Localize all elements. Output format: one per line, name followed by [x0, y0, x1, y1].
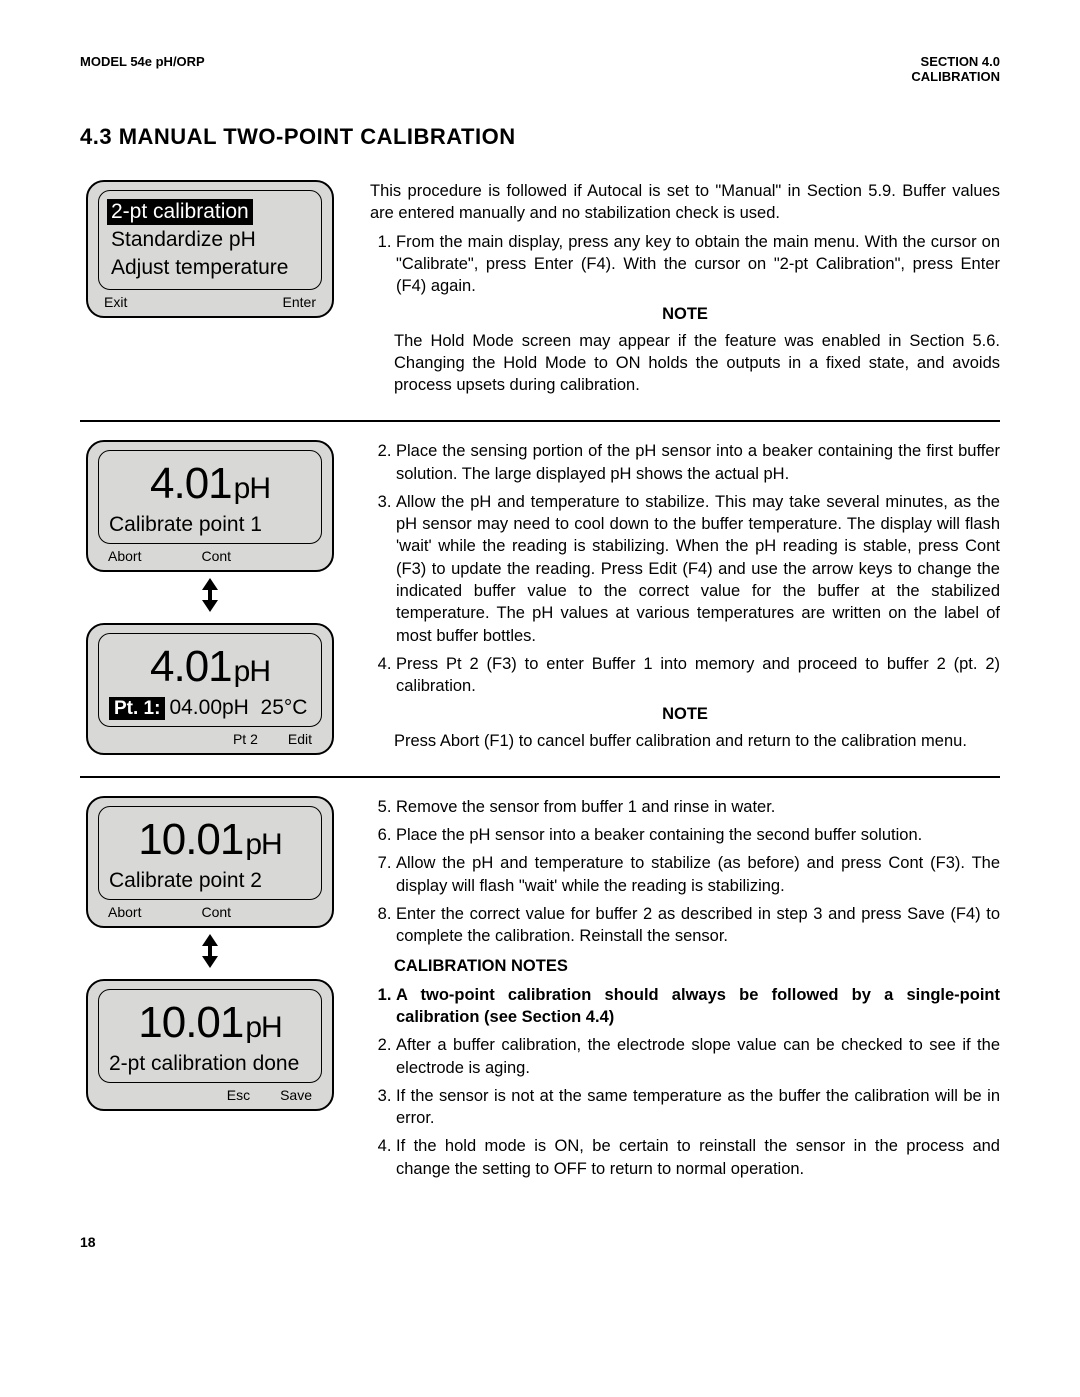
softkey-cont-2[interactable]: Cont	[201, 904, 231, 920]
screen-cal1b: 4.01pH Pt. 1:04.00pH 25°C Pt 2 Edit	[86, 623, 334, 755]
page-header: MODEL 54e pH/ORP SECTION 4.0 CALIBRATION	[80, 54, 1000, 84]
pt1-badge: Pt. 1:	[109, 697, 165, 720]
page-number: 18	[80, 1234, 1000, 1250]
screen-menu: 2-pt calibration Standardize pH Adjust t…	[86, 180, 334, 318]
step-2: Place the sensing portion of the pH sens…	[396, 440, 1000, 485]
pt1-line: Pt. 1:04.00pH 25°C	[107, 696, 313, 720]
step-5: Remove the sensor from buffer 1 and rins…	[396, 796, 1000, 818]
softkey-abort[interactable]: Abort	[108, 548, 141, 564]
updown-arrow-icon-2	[200, 934, 220, 973]
menu-item-adjust-temp[interactable]: Adjust temperature	[107, 255, 292, 281]
softkey-pt2[interactable]: Pt 2	[233, 731, 258, 747]
step-7: Allow the pH and temperature to stabiliz…	[396, 852, 1000, 897]
step-1: From the main display, press any key to …	[396, 231, 1000, 298]
header-model: MODEL 54e pH/ORP	[80, 54, 205, 84]
cal-note-4: If the hold mode is ON, be certain to re…	[396, 1135, 1000, 1180]
cal-note-3: If the sensor is not at the same tempera…	[396, 1085, 1000, 1130]
step-6: Place the pH sensor into a beaker contai…	[396, 824, 1000, 846]
softkey-edit[interactable]: Edit	[288, 731, 312, 747]
updown-arrow-icon	[200, 578, 220, 617]
softkey-esc[interactable]: Esc	[227, 1087, 250, 1103]
intro-text: This procedure is followed if Autocal is…	[370, 180, 1000, 225]
reading-cal1a: 4.01pH	[107, 459, 313, 509]
step-4: Press Pt 2 (F3) to enter Buffer 1 into m…	[396, 653, 1000, 698]
reading-cal1b: 4.01pH	[107, 642, 313, 692]
reading-cal2b: 10.01pH	[107, 998, 313, 1048]
softkey-cont[interactable]: Cont	[201, 548, 231, 564]
note-text-2: Press Abort (F1) to cancel buffer calibr…	[394, 730, 1000, 752]
block-1: 2-pt calibration Standardize pH Adjust t…	[80, 180, 1000, 422]
header-section: SECTION 4.0 CALIBRATION	[911, 54, 1000, 84]
subtitle-cal2a: Calibrate point 2	[107, 869, 313, 893]
reading-cal2a: 10.01pH	[107, 815, 313, 865]
screen-cal2b: 10.01pH 2-pt calibration done Esc Save	[86, 979, 334, 1111]
subtitle-cal1a: Calibrate point 1	[107, 513, 313, 537]
note-label-2: NOTE	[370, 703, 1000, 725]
section-title: 4.3 MANUAL TWO-POINT CALIBRATION	[80, 124, 1000, 150]
softkey-exit[interactable]: Exit	[104, 294, 127, 310]
menu-item-standardize[interactable]: Standardize pH	[107, 227, 260, 253]
softkey-save[interactable]: Save	[280, 1087, 312, 1103]
block-3: 10.01pH Calibrate point 2 Abort Cont 10.…	[80, 796, 1000, 1204]
note-text-1: The Hold Mode screen may appear if the f…	[394, 330, 1000, 397]
block-2: 4.01pH Calibrate point 1 Abort Cont 4.01…	[80, 440, 1000, 777]
cal-notes-label: CALIBRATION NOTES	[394, 955, 1000, 977]
menu-item-2pt[interactable]: 2-pt calibration	[107, 199, 253, 225]
note-label: NOTE	[370, 303, 1000, 325]
softkey-enter[interactable]: Enter	[283, 294, 316, 310]
screen-cal2a: 10.01pH Calibrate point 2 Abort Cont	[86, 796, 334, 928]
cal-note-2: After a buffer calibration, the electrod…	[396, 1034, 1000, 1079]
softkey-abort-2[interactable]: Abort	[108, 904, 141, 920]
step-3: Allow the pH and temperature to stabiliz…	[396, 491, 1000, 647]
cal-note-1: A two-point calibration should always be…	[396, 984, 1000, 1029]
screen-cal1a: 4.01pH Calibrate point 1 Abort Cont	[86, 440, 334, 572]
step-8: Enter the correct value for buffer 2 as …	[396, 903, 1000, 948]
subtitle-cal2b: 2-pt calibration done	[107, 1052, 313, 1076]
